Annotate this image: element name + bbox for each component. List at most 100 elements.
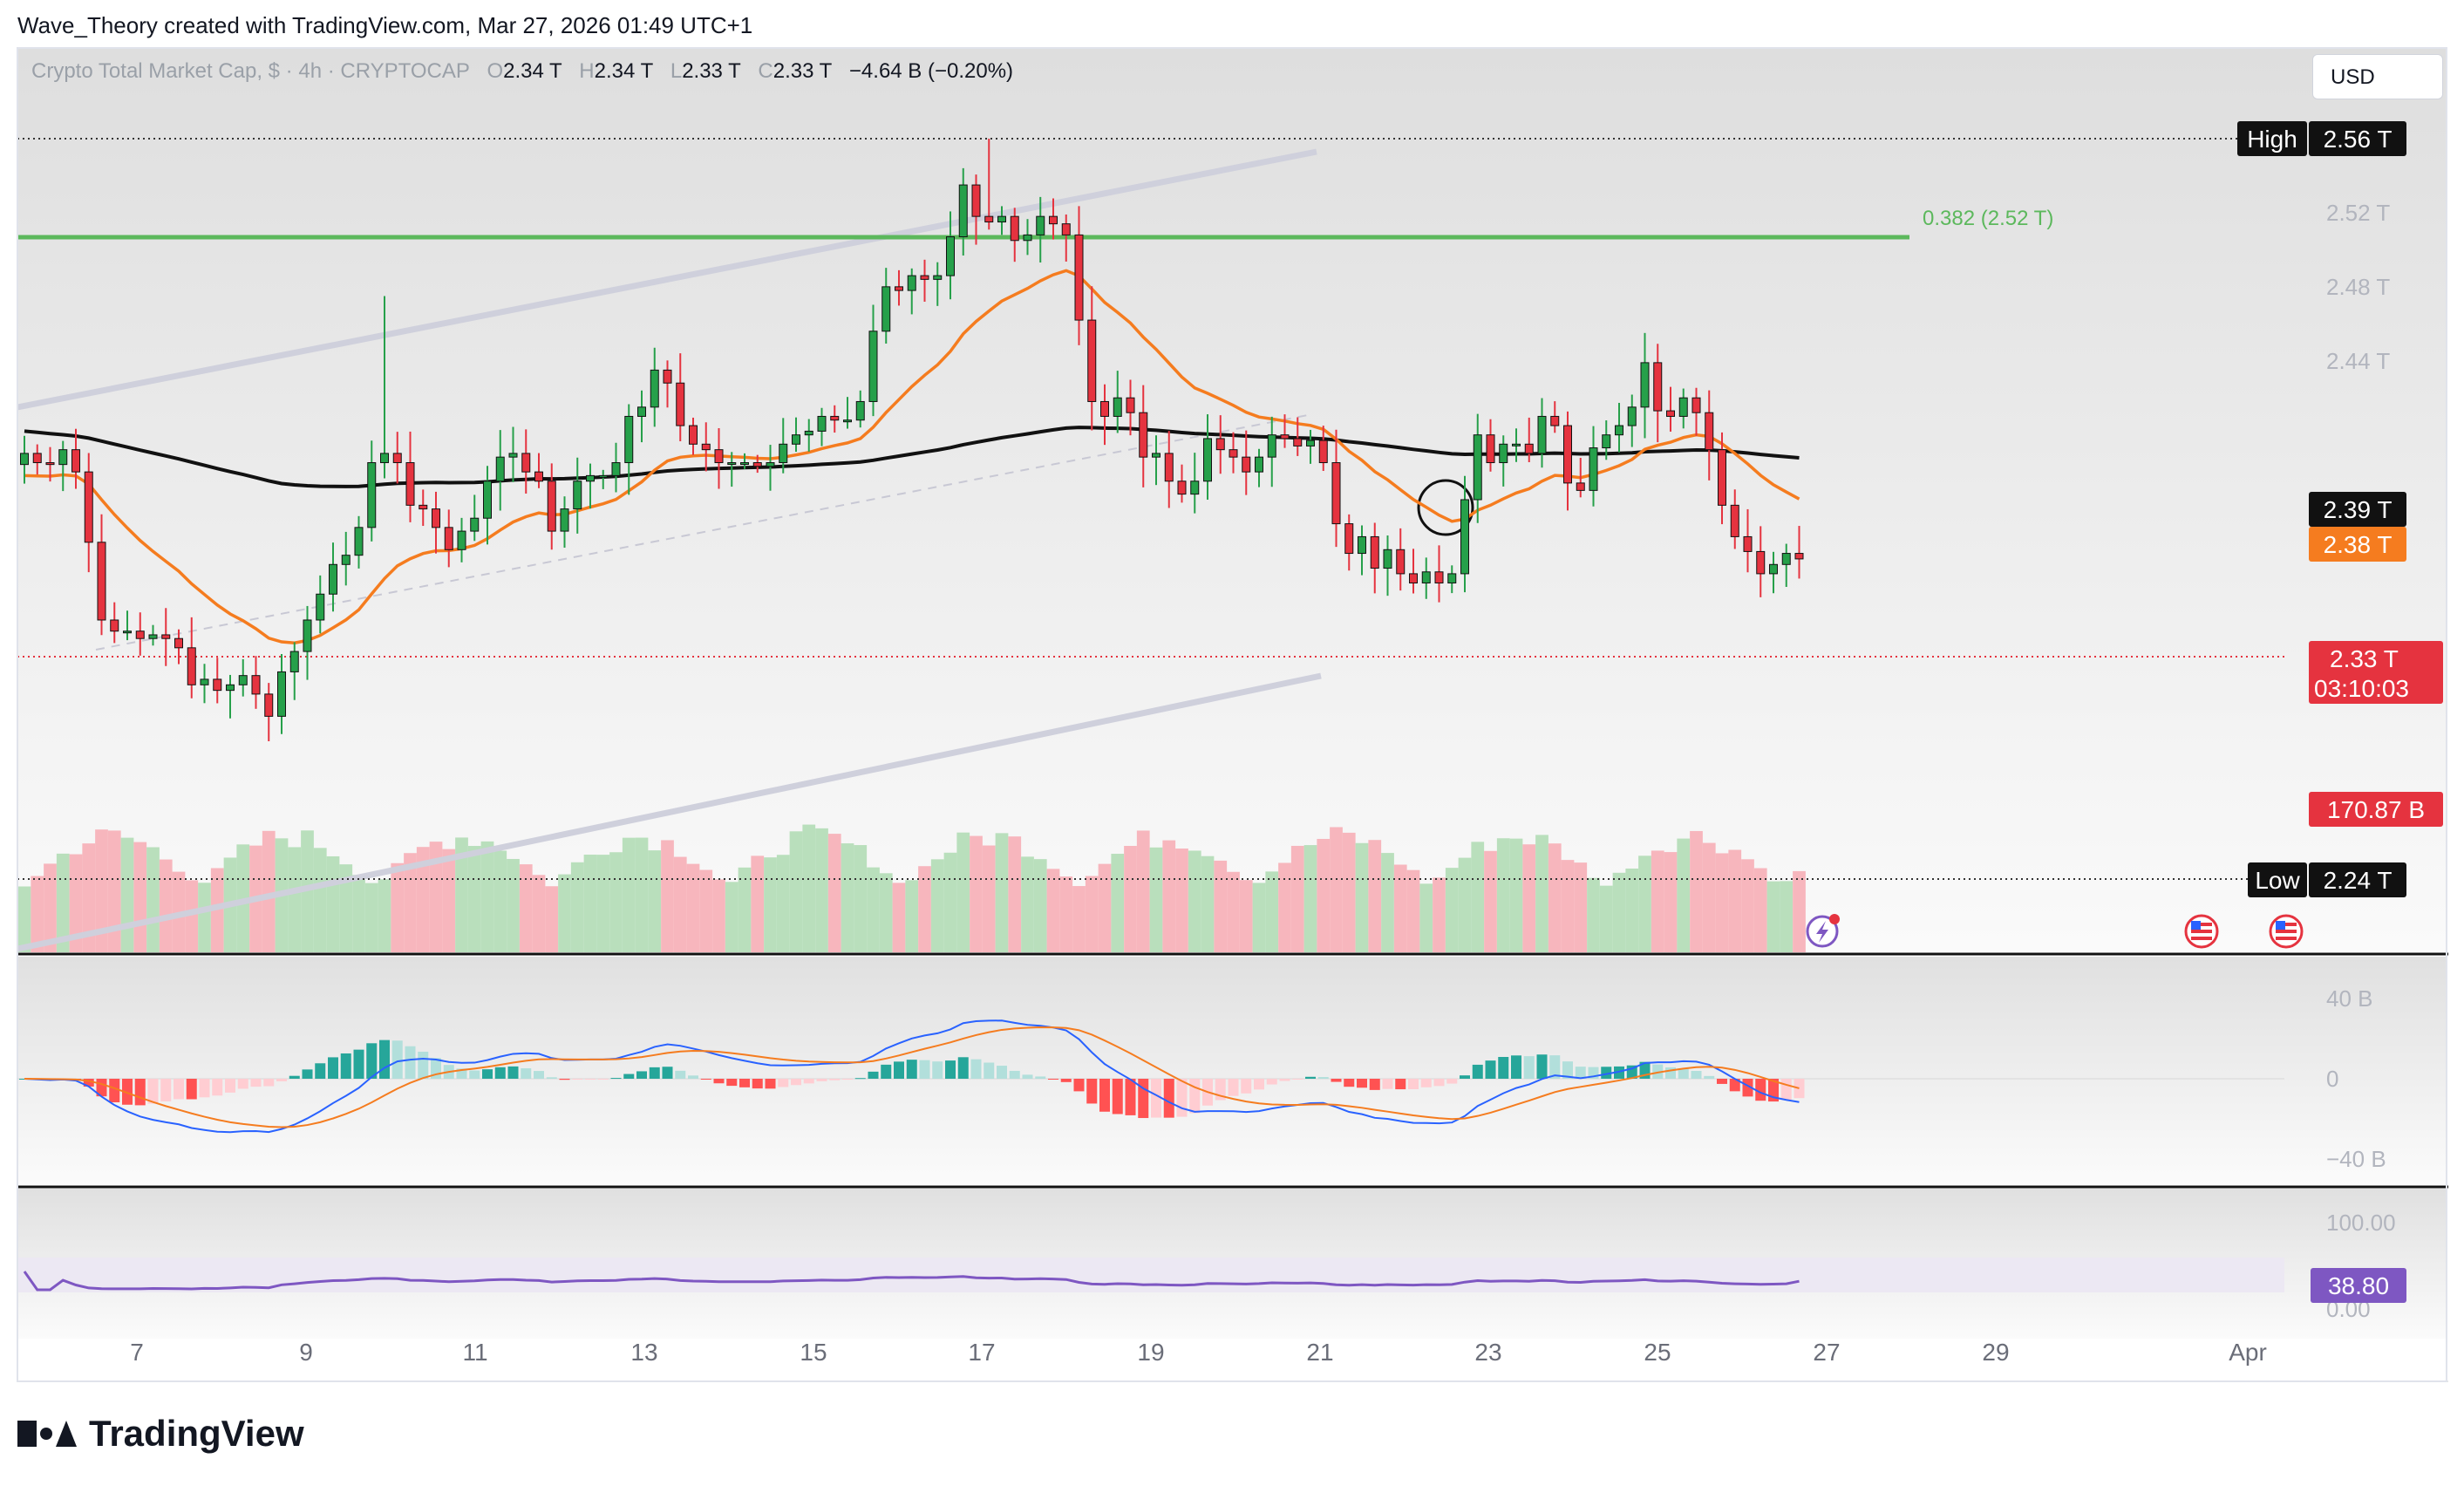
tradingview-logo[interactable]: TradingView	[17, 1413, 304, 1455]
macd-histogram-bar	[1408, 1079, 1419, 1090]
icons	[1806, 914, 2304, 949]
macd-histogram-bar	[970, 1059, 982, 1079]
x-tick-label: 13	[630, 1339, 657, 1366]
volume-bar	[764, 857, 777, 952]
candle-body	[766, 462, 775, 467]
x-tick-label: 17	[968, 1339, 995, 1366]
volume-bar	[661, 840, 674, 952]
candle-body	[341, 555, 351, 565]
candle	[1512, 428, 1521, 462]
candle-body	[560, 508, 569, 532]
candle	[432, 491, 440, 554]
candle	[1769, 551, 1778, 594]
candle-body	[1396, 549, 1406, 575]
lightning-icon[interactable]	[1806, 914, 1840, 948]
volume-bar	[1342, 832, 1356, 952]
volume-bar	[236, 844, 250, 952]
volume-bar	[455, 837, 468, 952]
macd-histogram-bar	[1009, 1070, 1020, 1079]
candle	[45, 446, 55, 482]
candle-body	[1010, 215, 1019, 242]
candle-body	[946, 236, 955, 276]
us-flag-event-icon[interactable]	[2184, 914, 2219, 949]
candle-body	[586, 474, 595, 482]
high-value: 2.56 T	[2324, 126, 2393, 153]
candle	[1383, 535, 1392, 596]
macd-histogram-bar	[1369, 1079, 1380, 1090]
macd-histogram-bar	[636, 1071, 647, 1079]
volume-bar	[892, 883, 906, 952]
candle	[1177, 464, 1187, 503]
volume-bar	[1780, 881, 1794, 952]
us-flag-event-icon[interactable]	[2269, 914, 2304, 949]
candle-body	[367, 462, 377, 528]
macd-histogram-bar	[1536, 1054, 1548, 1079]
macd-histogram-bar	[315, 1063, 326, 1079]
macd-histogram-bar	[1060, 1079, 1072, 1082]
candle	[470, 494, 480, 542]
macd-histogram-bar	[803, 1079, 814, 1084]
volume-bar	[545, 886, 559, 952]
macd-histogram-bar	[186, 1079, 197, 1100]
volume-bar	[1496, 838, 1510, 952]
candle	[1280, 414, 1290, 448]
volume-bar	[596, 855, 610, 952]
macd-histogram-bar	[726, 1079, 738, 1087]
candle	[1563, 411, 1572, 511]
candle-body	[740, 462, 749, 466]
candle-body	[830, 415, 840, 421]
candle-body	[457, 530, 466, 550]
low-value: 2.24 T	[2324, 867, 2393, 894]
macd-histogram-bar	[842, 1079, 853, 1080]
candle-body	[1061, 223, 1071, 235]
macd-histogram-bar	[534, 1071, 544, 1079]
candle	[1409, 549, 1418, 594]
volume-bar	[622, 837, 636, 952]
macd-histogram-bar	[1420, 1079, 1432, 1087]
volume-bar	[1317, 838, 1331, 952]
macd-histogram-bar	[289, 1075, 300, 1079]
volume-bar	[1638, 855, 1651, 952]
volume-bar	[1587, 877, 1600, 952]
candle	[895, 269, 903, 306]
volume-bar	[1612, 872, 1626, 952]
macd-histogram-bar	[1048, 1079, 1058, 1080]
macd-histogram-bar	[572, 1079, 583, 1080]
candle-body	[1718, 449, 1726, 506]
candle-body	[251, 675, 261, 695]
macd-histogram-bar	[623, 1074, 635, 1079]
candle	[779, 418, 788, 474]
y-tick-label: 2.48 T	[2326, 274, 2390, 300]
macd-histogram-bar	[199, 1079, 210, 1098]
macd-histogram-bar	[1755, 1079, 1766, 1101]
volume-bar	[44, 863, 57, 952]
macd-signal-line	[24, 1026, 1800, 1128]
candle	[238, 658, 248, 697]
volume-bar	[1175, 849, 1188, 952]
volume-bar	[1072, 886, 1086, 952]
volume-bar	[1419, 883, 1433, 952]
candle-body	[1036, 215, 1045, 235]
volume-bar	[854, 845, 868, 952]
volume-bar	[1046, 869, 1060, 952]
volume-bar	[789, 831, 803, 952]
volume-bar	[1162, 840, 1176, 952]
candle-body	[1781, 553, 1791, 565]
candle	[997, 206, 1006, 235]
volume-bar	[1766, 881, 1780, 952]
volume-bar	[970, 835, 983, 952]
macd-histogram-bar	[829, 1079, 841, 1080]
currency-button[interactable]: USD	[2312, 54, 2443, 99]
candle	[1589, 426, 1598, 507]
volume-bar	[1484, 850, 1497, 952]
candle-body	[1344, 523, 1354, 555]
candle-body	[1756, 550, 1766, 575]
candle	[843, 397, 852, 429]
volume-bar	[404, 853, 417, 952]
macd-histogram-bar	[610, 1078, 622, 1080]
volume-bar	[1227, 871, 1240, 952]
macd-histogram-bar	[1022, 1074, 1033, 1079]
candle-body	[1691, 397, 1701, 413]
rsi-indicator	[23, 1271, 1800, 1292]
